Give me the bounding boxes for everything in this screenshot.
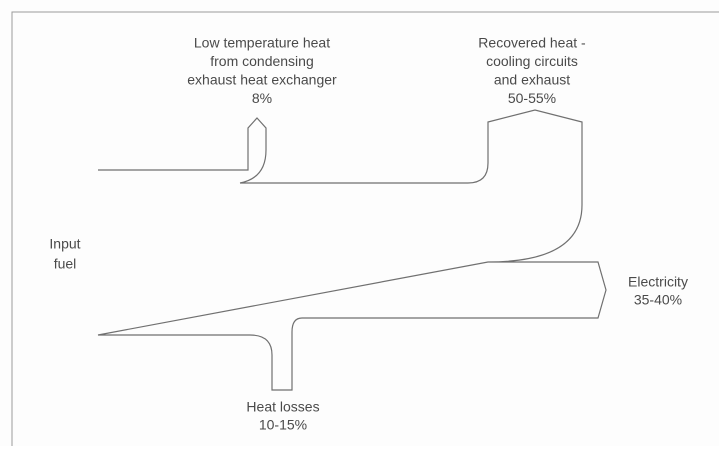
low-temperature-heat-label: exhaust heat exchanger [187, 72, 337, 88]
recovered-heat-label: and exhaust [494, 72, 570, 88]
heat-losses-label: Heat losses [246, 399, 319, 415]
low-temperature-heat-label: from condensing [210, 53, 314, 69]
labels: Low temperature heat from condensing exhau… [49, 35, 688, 433]
low-temperature-heat-label: Low temperature heat [194, 35, 330, 51]
electricity-label: Electricity [628, 274, 688, 290]
recovered-heat-label: 50-55% [508, 90, 556, 106]
flow-outline [97, 109, 607, 391]
input-fuel-label: Input [49, 236, 80, 252]
low-temperature-heat-label: 8% [252, 90, 272, 106]
recovered-heat-label: Recovered heat - [478, 35, 586, 51]
frame [11, 11, 719, 446]
recovered-heat-label: cooling circuits [486, 53, 578, 69]
heat-losses-label: 10-15% [259, 417, 307, 433]
input-fuel-label: fuel [54, 256, 77, 272]
electricity-label: 35-40% [634, 292, 682, 308]
